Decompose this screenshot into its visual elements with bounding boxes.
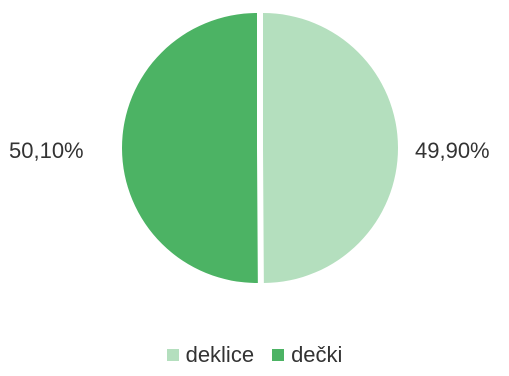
pie-slice-deklice — [263, 12, 398, 283]
legend-swatch-deklice — [166, 349, 179, 361]
legend-label-decki: dečki — [291, 342, 343, 367]
legend-swatch-decki — [272, 349, 285, 361]
legend-item-deklice: deklice — [166, 342, 255, 368]
legend-label-deklice: deklice — [185, 342, 255, 367]
data-label-deklice: 49,90% — [415, 138, 490, 163]
legend: deklice dečki — [0, 342, 509, 368]
data-label-decki: 50,10% — [9, 138, 84, 163]
pie-slice-decki — [121, 13, 258, 284]
legend-item-decki: dečki — [272, 342, 342, 368]
